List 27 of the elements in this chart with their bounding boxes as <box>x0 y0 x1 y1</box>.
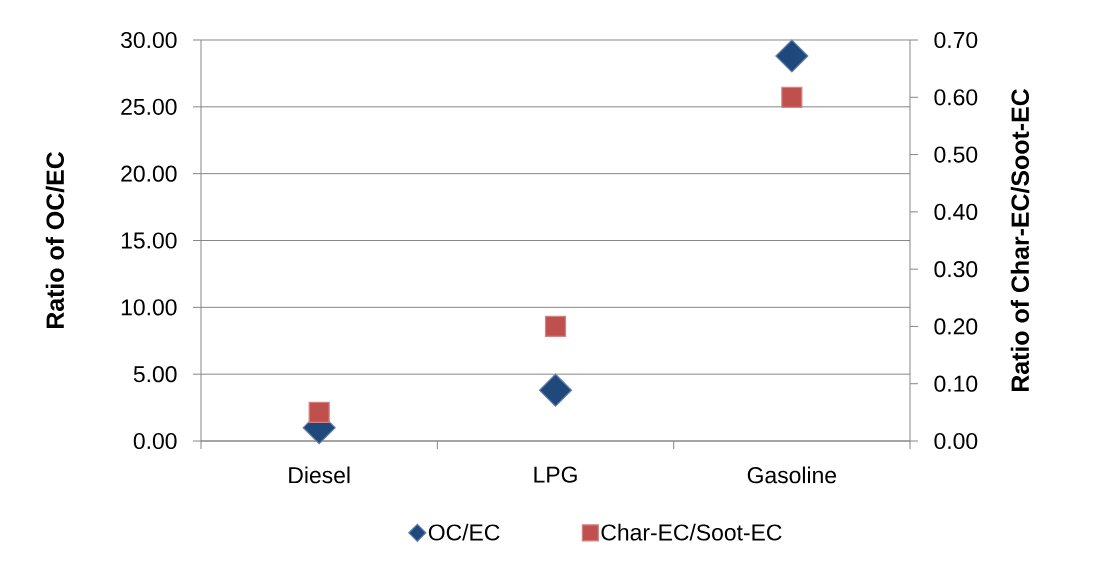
y2-tick-label: 0.10 <box>934 375 978 392</box>
y2-tick-label: 0.50 <box>934 146 978 163</box>
point <box>538 373 573 407</box>
y2-tick-label: 0.60 <box>934 89 978 106</box>
y2-tick-label: 0.40 <box>934 203 978 220</box>
y2-tick-label: 0.00 <box>934 432 978 450</box>
x-tick-label: LPG <box>534 466 577 483</box>
y-tick-label: 10.00 <box>121 299 177 316</box>
y2-tick-label: 0.30 <box>934 261 978 278</box>
y-tick-label: 30.00 <box>121 31 177 49</box>
y-tick-label: 20.00 <box>121 165 177 182</box>
point <box>544 315 567 338</box>
y-axis-title: Ratio of OC/EC <box>45 151 65 329</box>
y2-axis-title: Ratio of Char-EC/Soot-EC <box>1010 88 1030 392</box>
y-tick-label: 15.00 <box>121 232 177 249</box>
x-tick-label: Gasoline <box>747 466 837 484</box>
x-tick-label: Diesel <box>289 466 350 484</box>
point <box>775 39 809 73</box>
y2-tick-label: 0.70 <box>934 31 978 49</box>
y-tick-label: 5.00 <box>133 366 177 383</box>
point <box>308 401 330 423</box>
y-tick-label: 25.00 <box>121 98 177 115</box>
y2-tick-label: 0.20 <box>934 318 978 335</box>
legend-label: Char-EC/Soot-EC <box>601 523 782 541</box>
y-tick-label: 0.00 <box>133 432 177 450</box>
point <box>781 86 803 108</box>
legend-label: OC/EC <box>428 523 500 541</box>
